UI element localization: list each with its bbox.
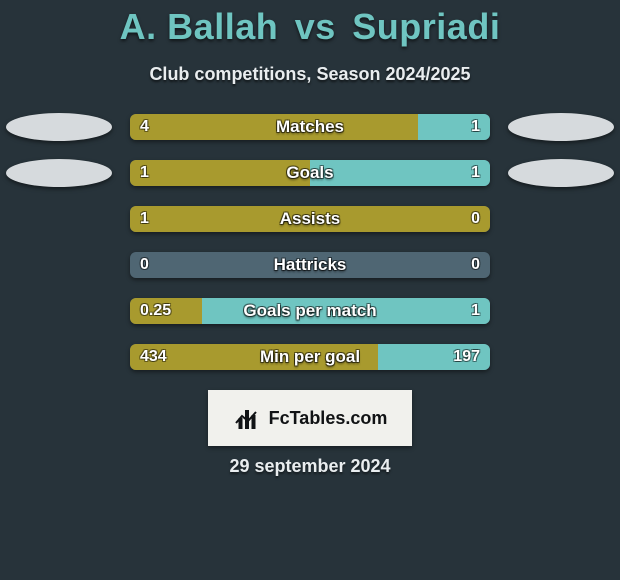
title-player1: A. Ballah xyxy=(120,6,279,47)
player1-avatar-blob xyxy=(6,113,112,141)
stat-value-right: 1 xyxy=(461,160,490,186)
stat-row: Matches4 1 xyxy=(0,114,620,140)
stat-label: Matches xyxy=(130,114,490,140)
page-title: A. Ballah vs Supriadi xyxy=(0,6,620,48)
stat-value-left: 4 xyxy=(130,114,159,140)
player2-avatar-blob xyxy=(508,159,614,187)
stat-label: Hattricks xyxy=(130,252,490,278)
bars-icon xyxy=(233,407,261,429)
stat-row: Min per goal434 197 xyxy=(0,344,620,370)
stat-row: Assists1 0 xyxy=(0,206,620,232)
stat-value-right: 1 xyxy=(461,298,490,324)
stat-value-right: 0 xyxy=(461,252,490,278)
stat-label: Assists xyxy=(130,206,490,232)
stat-bar: Goals per match0.25 1 xyxy=(130,298,490,324)
stat-value-left: 0 xyxy=(130,252,159,278)
stat-label: Goals per match xyxy=(130,298,490,324)
player2-avatar-blob xyxy=(508,113,614,141)
stat-value-right: 1 xyxy=(461,114,490,140)
comparison-card: A. Ballah vs Supriadi Club competitions,… xyxy=(0,0,620,580)
stat-bar: Assists1 0 xyxy=(130,206,490,232)
stat-bar: Goals1 1 xyxy=(130,160,490,186)
subtitle: Club competitions, Season 2024/2025 xyxy=(0,64,620,85)
stat-value-right: 0 xyxy=(461,206,490,232)
stat-value-left: 434 xyxy=(130,344,177,370)
stat-bar: Matches4 1 xyxy=(130,114,490,140)
title-player2: Supriadi xyxy=(352,6,500,47)
stat-value-left: 1 xyxy=(130,160,159,186)
stat-value-right: 197 xyxy=(443,344,490,370)
stat-bar: Hattricks0 0 xyxy=(130,252,490,278)
title-vs: vs xyxy=(289,6,342,47)
brand-text: FcTables.com xyxy=(269,408,388,429)
stat-row: Goals1 1 xyxy=(0,160,620,186)
stat-row: Hattricks0 0 xyxy=(0,252,620,278)
stat-rows: Matches41Goals11Assists10Hattricks00Goal… xyxy=(0,114,620,390)
player1-avatar-blob xyxy=(6,159,112,187)
stat-row: Goals per match0.25 1 xyxy=(0,298,620,324)
brand-box: FcTables.com xyxy=(208,390,412,446)
stat-value-left: 1 xyxy=(130,206,159,232)
date-text: 29 september 2024 xyxy=(0,456,620,477)
stat-label: Min per goal xyxy=(130,344,490,370)
stat-label: Goals xyxy=(130,160,490,186)
stat-value-left: 0.25 xyxy=(130,298,181,324)
stat-bar: Min per goal434 197 xyxy=(130,344,490,370)
